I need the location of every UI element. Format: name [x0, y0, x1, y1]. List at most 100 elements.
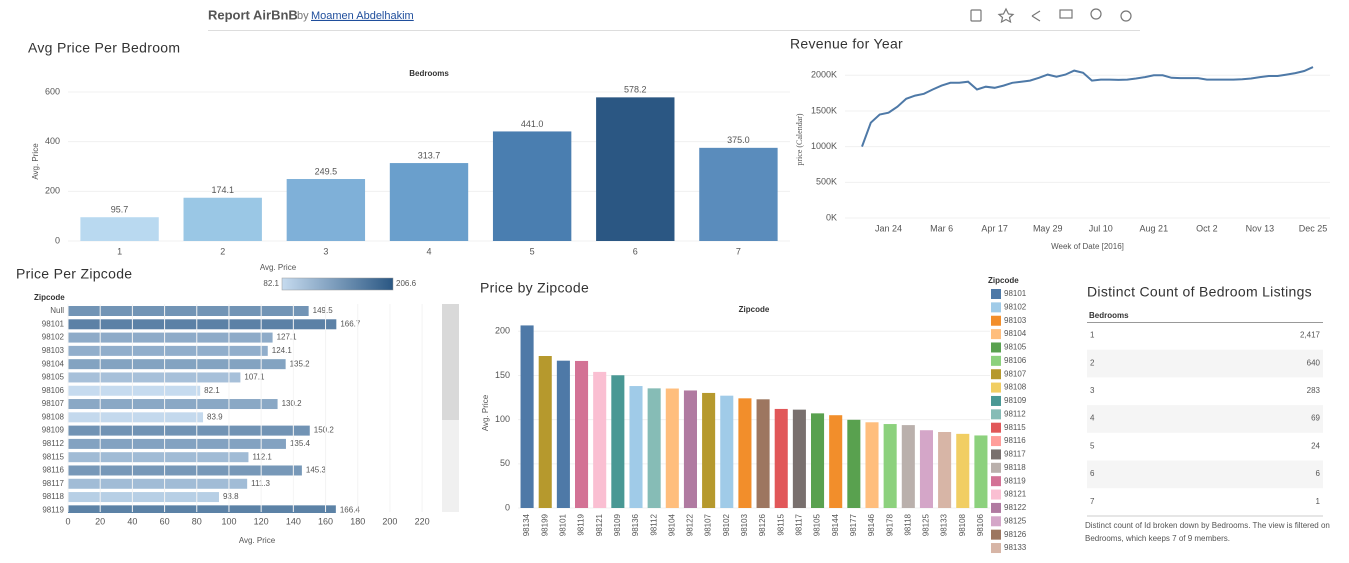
y-tick-label: 1000K — [811, 141, 837, 151]
y-tick-label: 600 — [45, 86, 60, 96]
bar — [68, 345, 268, 356]
x-tick-label: 200 — [382, 516, 397, 526]
color-legend-title: Avg. Price — [260, 263, 297, 272]
bar — [68, 425, 310, 436]
row-shade — [1087, 460, 1323, 489]
x-tick-label: 98109 — [613, 513, 622, 536]
x-tick-label: 7 — [736, 246, 741, 256]
x-tick-label: 98121 — [595, 513, 604, 536]
x-tick-label: 5 — [530, 246, 535, 256]
x-tick-label: 98134 — [522, 513, 531, 536]
chart-title: Price by Zipcode — [480, 280, 589, 296]
x-tick-label: 98106 — [976, 513, 985, 536]
value-label: 130.2 — [282, 399, 303, 408]
x-tick-label: 80 — [192, 516, 202, 526]
bar — [720, 395, 734, 508]
value-label: 145.3 — [306, 466, 327, 475]
y-tick-label: 500K — [816, 177, 837, 187]
legend-swatch — [991, 409, 1001, 420]
bar — [699, 147, 778, 241]
badge-icon[interactable] — [1090, 8, 1102, 20]
y-tick-label: 98101 — [42, 319, 65, 328]
y-tick-label: 150 — [495, 370, 510, 380]
x-tick-label: 60 — [160, 516, 170, 526]
legend-label: 98101 — [1004, 289, 1027, 298]
legend-swatch — [991, 315, 1001, 326]
bar — [829, 415, 843, 508]
table-title: Distinct Count of Bedroom Listings — [1087, 284, 1312, 300]
x-tick-label: Jul 10 — [1089, 223, 1113, 233]
y-tick-label: 1500K — [811, 105, 837, 115]
x-tick-label: Aug 21 — [1140, 223, 1169, 233]
y-tick-label: 400 — [45, 136, 60, 146]
x-tick-label: Dec 25 — [1299, 223, 1328, 233]
legend-label: 98121 — [1004, 490, 1027, 499]
row-value: 640 — [1307, 358, 1321, 367]
row-value: 24 — [1311, 441, 1320, 450]
chart-title: Price Per Zipcode — [16, 266, 132, 282]
edit-icon[interactable] — [970, 9, 982, 22]
author-link[interactable]: Moamen Abdelhakim — [311, 10, 414, 22]
x-tick-label: 98133 — [940, 513, 949, 536]
color-legend-max: 206.6 — [396, 279, 417, 288]
value-label: 135.4 — [290, 439, 311, 448]
x-tick-label: 98199 — [540, 513, 549, 536]
x-axis-title: Week of Date [2016] — [1051, 242, 1124, 251]
bar — [538, 356, 552, 508]
bar — [811, 413, 825, 508]
bar — [68, 319, 337, 330]
bar — [956, 433, 970, 508]
legend-swatch — [991, 449, 1001, 460]
x-tick-label: 98104 — [667, 513, 676, 536]
legend-label: 98108 — [1004, 383, 1027, 392]
chart-title: Revenue for Year — [790, 36, 903, 52]
bar — [68, 452, 249, 463]
x-tick-label: 160 — [318, 516, 333, 526]
x-tick-label: 98136 — [631, 513, 640, 536]
table-footnote: Distinct count of Id broken down by Bedr… — [1085, 521, 1330, 543]
x-tick-label: 100 — [221, 516, 236, 526]
share-icon[interactable] — [1031, 10, 1041, 22]
present-icon[interactable] — [1059, 9, 1073, 19]
legend-swatch — [991, 302, 1001, 313]
y-axis-title: Avg. Price — [481, 394, 490, 431]
chart-title: Avg Price Per Bedroom — [28, 40, 180, 56]
x-tick-label: 180 — [350, 516, 365, 526]
value-label: 149.5 — [313, 306, 334, 315]
x-tick-label: Nov 13 — [1246, 223, 1275, 233]
legend-label: 98104 — [1004, 329, 1027, 338]
bar — [702, 392, 716, 508]
legend-label: 98109 — [1004, 396, 1027, 405]
value-label: 107.1 — [244, 373, 265, 382]
value-label: 441.0 — [521, 119, 544, 129]
settings-icon[interactable] — [1120, 10, 1132, 22]
y-tick-label: 98109 — [42, 426, 65, 435]
legend-label: 98105 — [1004, 343, 1027, 352]
x-tick-label: 98125 — [922, 513, 931, 536]
x-tick-label: Mar 6 — [930, 223, 953, 233]
legend-label: 98125 — [1004, 516, 1027, 525]
legend-label: 98117 — [1004, 450, 1026, 459]
zipcode-bars: Null 149.5 98101 166.7 98102 127.1 98103 124.1 9… — [42, 306, 361, 513]
bar — [68, 306, 309, 316]
y-tick-label: 98117 — [42, 479, 64, 488]
row-label: 3 — [1090, 386, 1095, 395]
bar — [756, 399, 770, 508]
legend-swatch — [991, 289, 1001, 299]
x-tick-label: 98107 — [704, 513, 713, 536]
x-tick-label: 98103 — [740, 513, 749, 536]
row-label: 1 — [1090, 331, 1095, 340]
y-tick-label: 50 — [500, 458, 510, 468]
x-tick-label: 98105 — [813, 513, 822, 536]
value-label: 127.1 — [277, 333, 298, 342]
bar — [389, 163, 469, 241]
scrollbar-thumb[interactable] — [442, 304, 459, 420]
x-tick-label: Apr 17 — [981, 223, 1008, 233]
by-text: by — [297, 10, 309, 22]
legend-swatch — [991, 436, 1001, 447]
bar — [919, 430, 933, 508]
bar — [68, 359, 286, 370]
favorite-icon[interactable] — [997, 7, 1015, 24]
bar — [774, 408, 788, 508]
legend-label: 98107 — [1004, 369, 1027, 378]
